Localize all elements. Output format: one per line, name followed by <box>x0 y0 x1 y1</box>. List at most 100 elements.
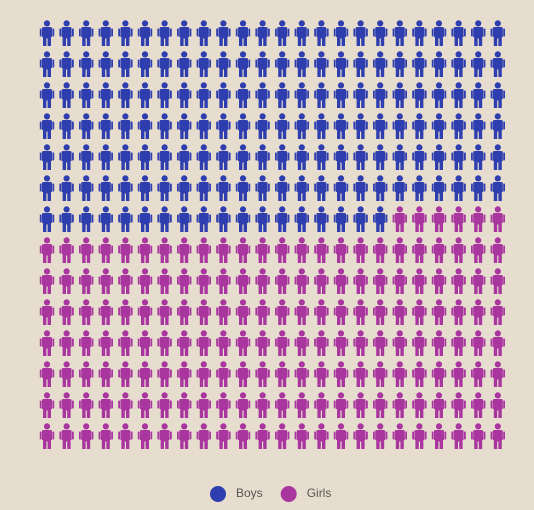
person-icon <box>98 113 113 139</box>
person-icon <box>353 237 368 263</box>
person-icon <box>373 20 388 46</box>
person-icon <box>216 51 231 77</box>
person-icon <box>451 144 466 170</box>
person-icon <box>157 144 172 170</box>
person-icon <box>451 206 466 232</box>
person-icon <box>255 268 270 294</box>
person-icon <box>177 330 192 356</box>
person-icon <box>412 392 427 418</box>
person-icon <box>373 82 388 108</box>
person-icon <box>177 20 192 46</box>
person-icon <box>431 268 447 294</box>
person-icon <box>412 206 427 232</box>
person-icon <box>392 144 407 170</box>
person-icon <box>333 20 349 46</box>
person-icon <box>79 20 94 46</box>
person-icon <box>216 330 231 356</box>
person-icon <box>314 175 329 201</box>
person-icon <box>431 299 447 325</box>
person-icon <box>373 51 388 77</box>
person-icon <box>294 268 309 294</box>
person-icon <box>353 206 368 232</box>
person-icon <box>471 392 486 418</box>
person-icon <box>275 299 290 325</box>
person-icon <box>373 175 388 201</box>
person-icon <box>39 330 55 356</box>
person-icon <box>216 268 231 294</box>
person-icon <box>431 51 447 77</box>
person-icon <box>471 299 486 325</box>
person-icon <box>98 51 113 77</box>
person-icon <box>98 206 113 232</box>
person-icon <box>451 237 466 263</box>
person-icon <box>137 330 153 356</box>
person-icon <box>314 144 329 170</box>
person-icon <box>235 237 251 263</box>
person-icon <box>373 237 388 263</box>
person-icon <box>451 20 466 46</box>
person-icon <box>118 361 133 387</box>
person-icon <box>59 423 74 449</box>
person-icon <box>137 82 153 108</box>
person-icon <box>59 392 74 418</box>
person-icon <box>353 392 368 418</box>
person-icon <box>373 330 388 356</box>
person-icon <box>118 113 133 139</box>
person-icon <box>471 20 486 46</box>
person-icon <box>177 144 192 170</box>
person-icon <box>177 175 192 201</box>
person-icon <box>118 423 133 449</box>
person-icon <box>451 361 466 387</box>
person-icon <box>235 392 251 418</box>
person-icon <box>373 206 388 232</box>
person-icon <box>451 51 466 77</box>
person-icon <box>275 268 290 294</box>
person-icon <box>333 175 349 201</box>
person-icon <box>157 330 172 356</box>
person-icon <box>137 361 153 387</box>
person-icon <box>431 392 447 418</box>
person-icon <box>333 423 349 449</box>
person-icon <box>275 175 290 201</box>
person-icon <box>216 423 231 449</box>
person-icon <box>157 20 172 46</box>
person-icon <box>157 299 172 325</box>
person-icon <box>79 268 94 294</box>
person-icon <box>294 361 309 387</box>
person-icon <box>235 175 251 201</box>
person-icon <box>451 423 466 449</box>
person-icon <box>235 20 251 46</box>
person-icon <box>471 206 486 232</box>
person-icon <box>392 175 407 201</box>
person-icon <box>333 299 349 325</box>
person-icon <box>118 299 133 325</box>
person-icon <box>196 237 211 263</box>
person-icon <box>412 113 427 139</box>
person-icon <box>118 330 133 356</box>
person-icon <box>431 113 447 139</box>
person-icon <box>137 144 153 170</box>
person-icon <box>235 51 251 77</box>
person-icon <box>157 423 172 449</box>
person-icon <box>275 51 290 77</box>
person-icon <box>118 175 133 201</box>
person-icon <box>314 361 329 387</box>
person-icon <box>137 237 153 263</box>
person-icon <box>118 51 133 77</box>
person-icon <box>98 82 113 108</box>
person-icon <box>471 51 486 77</box>
person-icon <box>392 330 407 356</box>
person-icon <box>118 144 133 170</box>
person-icon <box>294 82 309 108</box>
person-icon <box>490 268 505 294</box>
person-icon <box>412 361 427 387</box>
person-icon <box>471 144 486 170</box>
person-icon <box>79 144 94 170</box>
person-icon <box>294 392 309 418</box>
person-icon <box>196 82 211 108</box>
person-icon <box>471 113 486 139</box>
person-icon <box>157 392 172 418</box>
person-icon <box>255 299 270 325</box>
person-icon <box>392 237 407 263</box>
person-icon <box>59 299 74 325</box>
